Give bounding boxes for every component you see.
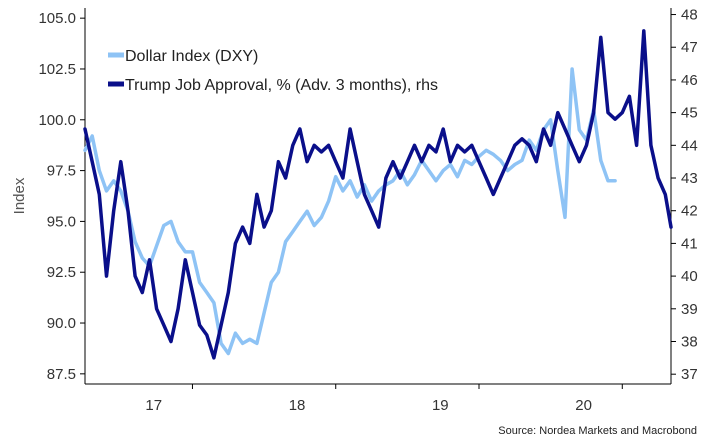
y-right-tick-label: 43 xyxy=(681,170,698,187)
y-left-tick-label: 100.0 xyxy=(38,112,76,129)
y-left-tick-label: 90.0 xyxy=(47,315,76,332)
axes xyxy=(84,8,672,385)
y-left-tick-label: 105.0 xyxy=(38,10,76,27)
y-right-tick-label: 39 xyxy=(681,301,698,318)
y-right-tick-label: 47 xyxy=(681,39,698,56)
y-right-tick-label: 41 xyxy=(681,235,698,252)
y-left-tick-label: 102.5 xyxy=(38,61,76,78)
x-tick-label: 17 xyxy=(145,397,162,414)
y-right-tick-label: 45 xyxy=(681,105,698,122)
y-left-tick-label: 95.0 xyxy=(47,213,76,230)
series-line-dxy xyxy=(83,67,617,356)
legend-label-dxy: Dollar Index (DXY) xyxy=(125,48,258,65)
y-axis-left-label: Index xyxy=(11,177,28,214)
y-right-tick-label: 46 xyxy=(681,72,698,89)
y-left-tick-label: 92.5 xyxy=(47,264,76,281)
legend-label-approval: Trump Job Approval, % (Adv. 3 months), r… xyxy=(125,77,438,94)
x-tick-label: 19 xyxy=(432,397,449,414)
x-tick-label: 20 xyxy=(575,397,592,414)
source-note: Source: Nordea Markets and Macrobond xyxy=(498,425,697,437)
y-right-tick-label: 44 xyxy=(681,137,698,154)
y-right-tick-label: 37 xyxy=(681,366,698,383)
ticks-layer: 105.0 102.5 100.0 97.5 95.0 92.5 90.0 87.5 48 47 4… xyxy=(38,7,697,414)
y-right-tick-label: 38 xyxy=(681,333,698,350)
series-line-approval xyxy=(83,29,673,360)
x-tick-label: 18 xyxy=(289,397,306,414)
legend: Dollar Index (DXY) Trump Job Approval, %… xyxy=(108,48,438,94)
y-left-tick-label: 97.5 xyxy=(47,163,76,180)
y-right-tick-label: 40 xyxy=(681,268,698,285)
y-right-tick-label: 42 xyxy=(681,203,698,220)
y-right-tick-label: 48 xyxy=(681,7,698,24)
series-layer xyxy=(83,29,673,360)
y-left-tick-label: 87.5 xyxy=(47,366,76,383)
